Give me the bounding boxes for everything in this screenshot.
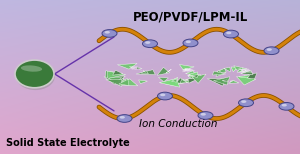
Circle shape xyxy=(142,40,158,48)
Polygon shape xyxy=(184,68,192,72)
Polygon shape xyxy=(182,69,189,72)
Circle shape xyxy=(102,30,117,37)
Polygon shape xyxy=(113,70,123,75)
Polygon shape xyxy=(158,77,168,82)
Polygon shape xyxy=(115,78,124,82)
Circle shape xyxy=(201,113,206,116)
Polygon shape xyxy=(192,74,206,83)
Text: Ion Conduction: Ion Conduction xyxy=(139,119,218,129)
Polygon shape xyxy=(136,70,155,75)
Polygon shape xyxy=(108,78,122,83)
Polygon shape xyxy=(120,79,126,83)
Circle shape xyxy=(282,104,287,107)
Polygon shape xyxy=(188,75,196,79)
Polygon shape xyxy=(177,80,193,84)
Polygon shape xyxy=(105,71,120,78)
Polygon shape xyxy=(139,80,147,84)
Polygon shape xyxy=(217,68,226,72)
Circle shape xyxy=(117,115,132,122)
Polygon shape xyxy=(237,69,244,72)
Circle shape xyxy=(264,47,279,55)
Polygon shape xyxy=(179,65,194,70)
Polygon shape xyxy=(159,79,180,87)
Polygon shape xyxy=(245,70,249,75)
Polygon shape xyxy=(106,80,122,86)
Text: Solid State Electrolyte: Solid State Electrolyte xyxy=(6,138,130,148)
Polygon shape xyxy=(117,63,137,69)
Polygon shape xyxy=(217,69,226,73)
Circle shape xyxy=(238,99,253,107)
Polygon shape xyxy=(207,79,224,86)
Circle shape xyxy=(279,103,294,110)
Polygon shape xyxy=(180,79,187,83)
Polygon shape xyxy=(181,79,190,81)
Ellipse shape xyxy=(15,60,54,88)
Polygon shape xyxy=(242,67,248,70)
Polygon shape xyxy=(216,70,224,77)
Polygon shape xyxy=(191,75,198,78)
Polygon shape xyxy=(189,72,198,77)
Polygon shape xyxy=(119,79,129,85)
Polygon shape xyxy=(239,75,250,81)
Polygon shape xyxy=(241,69,253,73)
Circle shape xyxy=(145,41,150,44)
Circle shape xyxy=(241,100,246,103)
Circle shape xyxy=(183,39,198,47)
Polygon shape xyxy=(166,69,171,73)
Polygon shape xyxy=(129,66,138,70)
Polygon shape xyxy=(136,67,142,69)
Polygon shape xyxy=(157,67,170,75)
Polygon shape xyxy=(229,81,239,83)
Circle shape xyxy=(120,116,125,119)
Polygon shape xyxy=(117,79,130,85)
Circle shape xyxy=(160,93,165,96)
Polygon shape xyxy=(110,71,123,76)
Polygon shape xyxy=(185,71,195,74)
Polygon shape xyxy=(188,75,201,78)
Polygon shape xyxy=(224,67,230,72)
Polygon shape xyxy=(141,71,148,74)
Polygon shape xyxy=(186,68,196,72)
Circle shape xyxy=(226,32,231,34)
Polygon shape xyxy=(165,77,178,86)
Polygon shape xyxy=(104,77,120,85)
Polygon shape xyxy=(108,76,125,83)
Circle shape xyxy=(267,48,272,51)
Polygon shape xyxy=(231,67,238,72)
Polygon shape xyxy=(188,79,199,83)
Circle shape xyxy=(198,112,213,119)
Text: PEO/PVDF/LPM-IL: PEO/PVDF/LPM-IL xyxy=(133,11,248,24)
Polygon shape xyxy=(132,68,138,70)
Polygon shape xyxy=(236,77,256,85)
Polygon shape xyxy=(212,71,226,75)
Circle shape xyxy=(224,30,238,38)
Ellipse shape xyxy=(21,65,42,72)
Polygon shape xyxy=(241,70,253,75)
Circle shape xyxy=(186,41,191,43)
Circle shape xyxy=(158,92,172,100)
Polygon shape xyxy=(237,68,243,70)
Ellipse shape xyxy=(16,62,55,90)
Polygon shape xyxy=(238,70,246,73)
Polygon shape xyxy=(138,69,144,71)
Polygon shape xyxy=(222,80,228,82)
Polygon shape xyxy=(143,70,147,73)
Polygon shape xyxy=(108,71,126,78)
Polygon shape xyxy=(176,78,188,83)
Polygon shape xyxy=(214,77,230,85)
Polygon shape xyxy=(234,66,247,70)
Polygon shape xyxy=(119,79,138,86)
Circle shape xyxy=(105,31,110,34)
Polygon shape xyxy=(172,79,177,82)
Polygon shape xyxy=(184,68,191,70)
Polygon shape xyxy=(244,73,257,81)
